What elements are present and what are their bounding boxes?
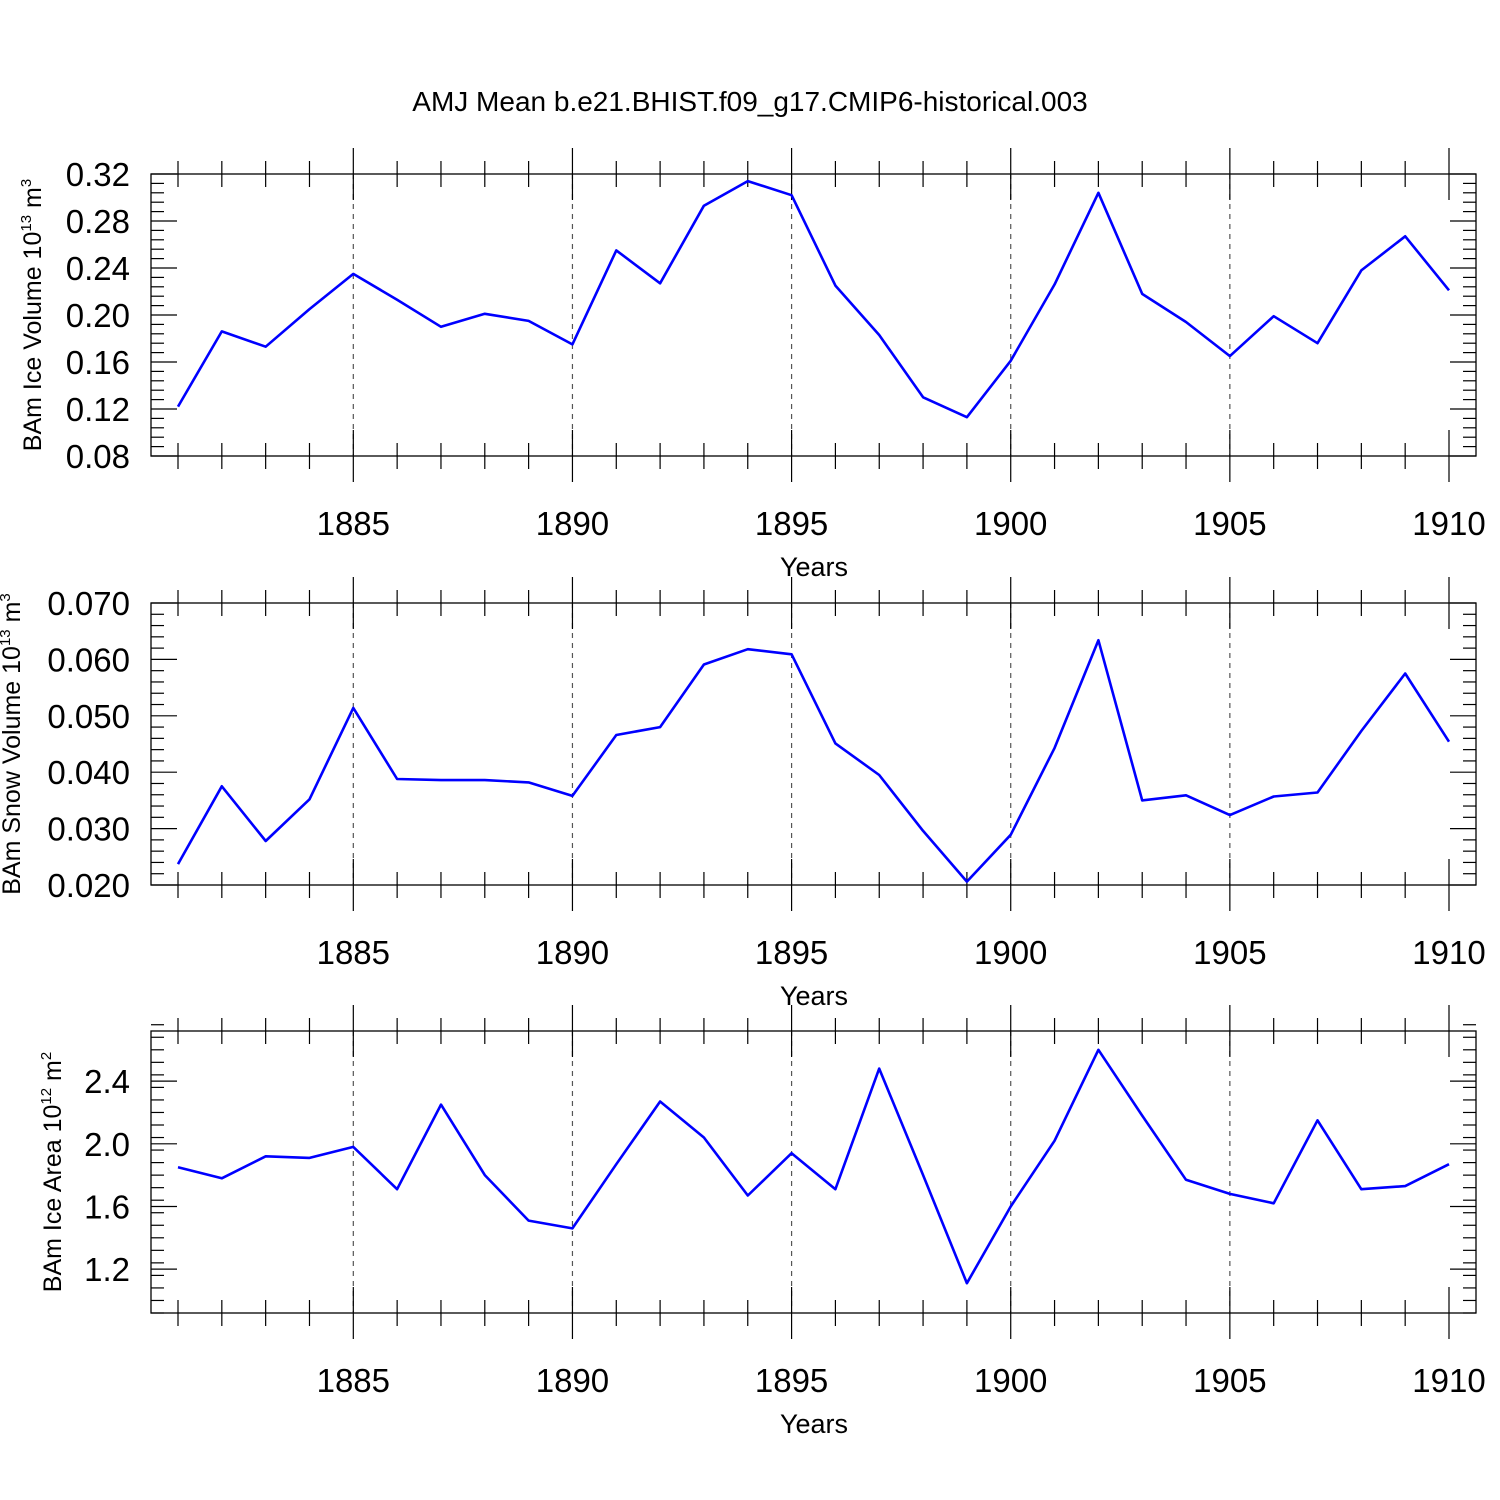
x-tick-label: 1885 bbox=[317, 505, 390, 542]
y-axis-label-exponent: 13 bbox=[0, 629, 14, 646]
series-line-1 bbox=[177, 1048, 1450, 1285]
y-axis-label-text: BAm Snow Volume 10 bbox=[0, 646, 26, 895]
y-tick-label: 0.28 bbox=[66, 203, 130, 240]
y-tick-label: 1.6 bbox=[84, 1188, 130, 1225]
y-tick-label: 2.0 bbox=[84, 1126, 130, 1163]
chart-panel-2: 1885 1890 1895 1900 1905 1910 Years 0.020 0.030 0… bbox=[0, 577, 1486, 1011]
plot-frame bbox=[150, 1030, 1477, 1314]
series-line-1 bbox=[176, 638, 1451, 883]
x-axis-label: Years bbox=[780, 981, 848, 1011]
y-axis-label-exponent: 12 bbox=[38, 1088, 55, 1105]
x-tick-label: 1890 bbox=[536, 505, 609, 542]
x-tick-label: 1905 bbox=[1193, 1362, 1266, 1399]
y-tick-label: 1.2 bbox=[84, 1251, 130, 1288]
x-tick-label: 1900 bbox=[974, 505, 1047, 542]
y-tick-label: 0.20 bbox=[66, 297, 130, 334]
x-axis-label: Years bbox=[780, 1409, 848, 1439]
plot-frame bbox=[150, 173, 1477, 457]
x-tick-label: 1900 bbox=[974, 1362, 1047, 1399]
panels: 1885 1890 1895 1900 1905 1910 Years 0.08 0.12 0.1… bbox=[0, 148, 1486, 1439]
y-tick-label: 2.4 bbox=[84, 1063, 130, 1100]
y-tick-label: 0.12 bbox=[66, 391, 130, 428]
x-tick-label: 1895 bbox=[755, 1362, 828, 1399]
x-tick-label: 1890 bbox=[536, 1362, 609, 1399]
y-tick-label: 0.16 bbox=[66, 344, 130, 381]
y-tick-label: 0.060 bbox=[47, 641, 130, 678]
y-axis-label-exponent: 3 bbox=[0, 593, 14, 601]
chart-panel-3: 1885 1890 1895 1900 1905 1910 Years 1.2 1.6 2.0 2.… bbox=[38, 1005, 1486, 1439]
figure-title: AMJ Mean b.e21.BHIST.f09_g17.CMIP6-histo… bbox=[412, 86, 1087, 117]
y-tick-label: 0.070 bbox=[47, 585, 130, 622]
y-tick-label: 0.050 bbox=[47, 698, 130, 735]
x-tick-label: 1910 bbox=[1412, 934, 1485, 971]
x-tick-label: 1890 bbox=[536, 934, 609, 971]
y-tick-label: 0.020 bbox=[47, 867, 130, 904]
y-axis-label-text: BAm Ice Volume 10 bbox=[19, 232, 47, 452]
y-tick-label: 0.08 bbox=[66, 438, 130, 475]
y-axis-label-text: m bbox=[19, 187, 47, 215]
x-tick-label: 1885 bbox=[317, 934, 390, 971]
x-tick-label: 1885 bbox=[317, 1362, 390, 1399]
y-tick-label: 0.030 bbox=[47, 811, 130, 848]
y-tick-label: 0.32 bbox=[66, 156, 130, 193]
y-axis-label-text: m bbox=[0, 602, 26, 630]
y-axis-label-exponent: 13 bbox=[18, 215, 35, 232]
y-axis-label-exponent: 3 bbox=[18, 179, 35, 187]
x-tick-label: 1900 bbox=[974, 934, 1047, 971]
y-axis-label-text: m bbox=[39, 1060, 67, 1088]
x-tick-label: 1895 bbox=[755, 934, 828, 971]
x-tick-label: 1895 bbox=[755, 505, 828, 542]
y-axis-label-text: BAm Ice Area 10 bbox=[39, 1105, 67, 1293]
y-tick-label: 0.040 bbox=[47, 754, 130, 791]
y-axis-label: BAm Ice Area 1012 m2 bbox=[38, 1052, 67, 1292]
plot-frame bbox=[150, 602, 1477, 886]
x-tick-label: 1905 bbox=[1193, 934, 1266, 971]
y-axis-label: BAm Ice Volume 1013 m3 bbox=[18, 179, 47, 451]
y-axis-label-exponent: 2 bbox=[38, 1052, 55, 1060]
y-axis-label: BAm Snow Volume 1013 m3 bbox=[0, 593, 26, 895]
series-line-1 bbox=[176, 179, 1451, 419]
x-tick-label: 1910 bbox=[1412, 1362, 1485, 1399]
x-tick-label: 1905 bbox=[1193, 505, 1266, 542]
x-axis-label: Years bbox=[780, 552, 848, 582]
y-tick-label: 0.24 bbox=[66, 250, 130, 287]
x-tick-label: 1910 bbox=[1412, 505, 1485, 542]
chart-panel-1: 1885 1890 1895 1900 1905 1910 Years 0.08 0.12 0.1… bbox=[18, 148, 1486, 582]
